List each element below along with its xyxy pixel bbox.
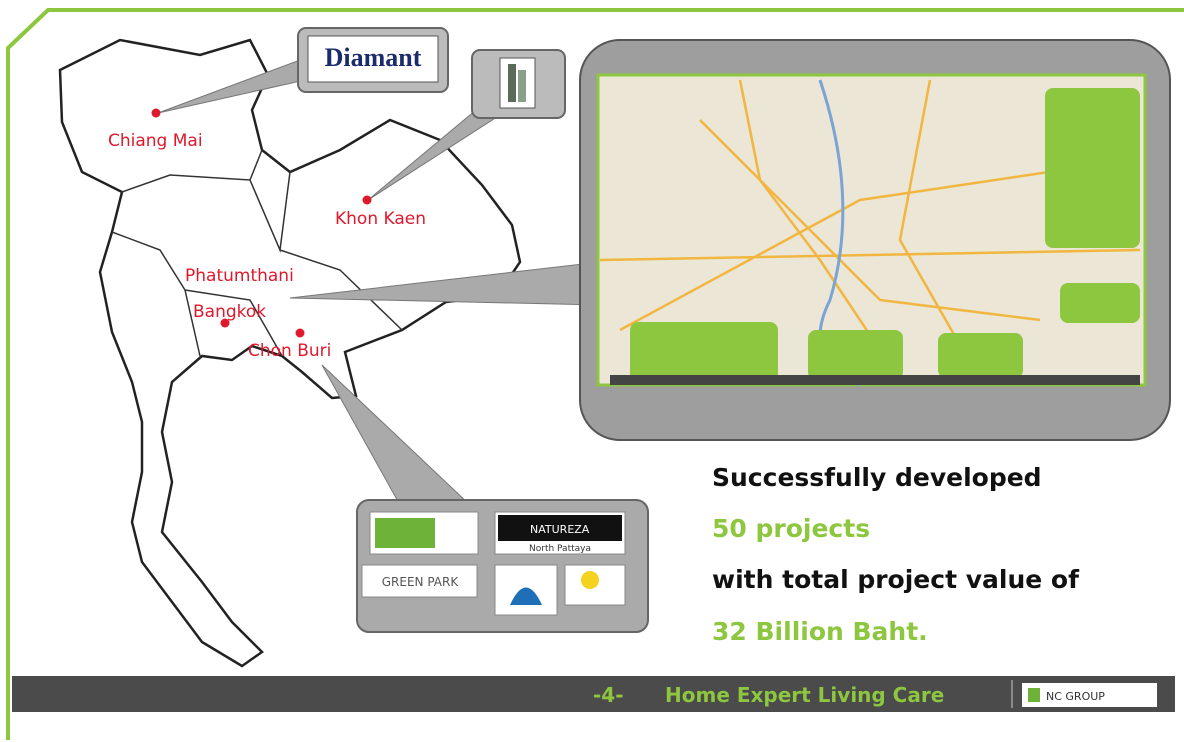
brand-name: NC GROUP <box>1046 690 1105 703</box>
map-label <box>1060 283 1140 323</box>
logo-green-park: GREEN PARK <box>382 575 460 589</box>
logo-building <box>508 64 516 102</box>
logo-building <box>518 70 526 102</box>
logo-mark <box>375 518 435 548</box>
page-number: -4- <box>593 683 624 707</box>
map-label <box>630 322 778 384</box>
city-dot <box>151 108 161 118</box>
logo-natureza-sub: North Pattaya <box>529 544 591 554</box>
region-lines <box>111 149 403 357</box>
map-roads <box>599 79 1141 381</box>
map-label <box>938 333 1023 378</box>
city-label: Khon Kaen <box>335 209 426 229</box>
logo-box <box>307 35 439 83</box>
map-label <box>808 330 903 380</box>
logo-mark <box>581 571 599 589</box>
frame <box>6 8 1184 740</box>
summary-text: Successfully developed <box>712 463 1042 492</box>
callout-wedge <box>321 364 472 506</box>
brand-mark <box>1028 688 1040 702</box>
city-label: Chon Buri <box>248 341 331 361</box>
city-label: Bangkok <box>193 302 266 322</box>
map-bar <box>610 375 1140 385</box>
brand-logo <box>1022 683 1157 707</box>
city-dot <box>220 318 230 328</box>
logo-natureza: NATUREZA <box>530 523 590 536</box>
city-dot <box>295 328 305 338</box>
footer-bar <box>12 676 1175 712</box>
logo-diamant: Diamant <box>325 43 422 72</box>
city-label: Chiang Mai <box>108 131 203 151</box>
logo-mark <box>510 587 542 605</box>
city-label: Phatumthani <box>185 266 294 286</box>
logo-box <box>499 57 536 109</box>
logo-mark <box>498 515 622 541</box>
map-label <box>1045 88 1140 248</box>
summary-highlight: 50 projects <box>712 514 870 543</box>
logo-box <box>361 564 478 598</box>
thailand-map <box>58 38 522 668</box>
summary-highlight: 32 Billion Baht. <box>712 617 928 646</box>
summary-text: with total project value of <box>712 565 1080 594</box>
logo-box <box>564 564 626 606</box>
footer-tagline: Home Expert Living Care <box>665 683 944 707</box>
city-dot <box>362 195 372 205</box>
